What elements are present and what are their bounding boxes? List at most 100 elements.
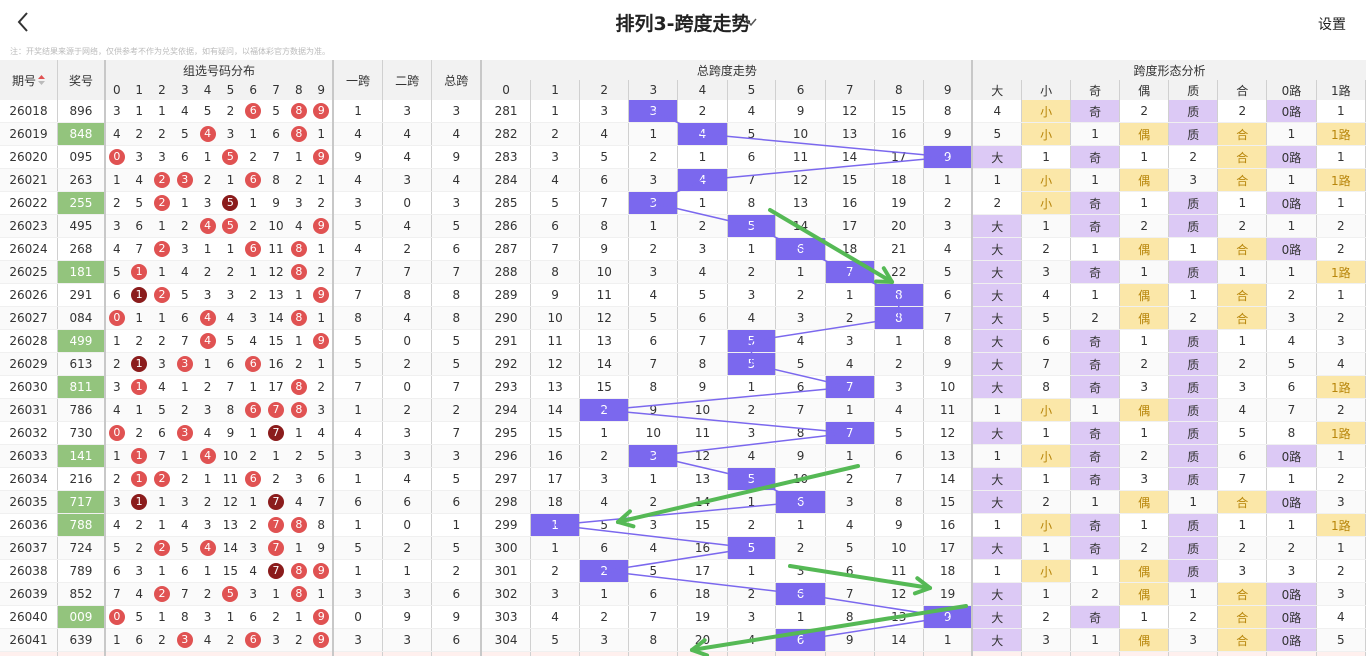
select-trend-digit[interactable]: 5 — [727, 651, 777, 656]
span2-cell: 7 — [382, 260, 433, 284]
analysis-cell: 1 — [972, 444, 1023, 468]
table-row[interactable]: 26033 141 1 1 7 1 4 10 2 1 2 5 3 3 3 296 16 2 3 12 4 9 1 6 13 1 小奇… — [0, 444, 1366, 468]
analysis-cell: 0路 — [1266, 444, 1317, 468]
dist-digit-header: 1 — [127, 80, 151, 100]
table-row[interactable]: 26024 268 4 7 2 3 1 1 6 11 8 1 4 2 6 287 7 9 2 3 1 6 18 21 4 大 2 1 偶… — [0, 237, 1366, 261]
table-row[interactable]: 26040 009 0 5 1 8 3 1 6 2 1 9 0 9 9 303 4 2 7 19 3 1 8 13 9 大 2 奇 1 2… — [0, 605, 1366, 629]
select-analysis[interactable]: 偶 — [1119, 651, 1170, 656]
prize-cell: 181 — [57, 260, 106, 284]
table-row[interactable]: 26027 084 0 1 1 6 4 4 3 14 8 1 8 4 8 290 10 12 5 6 4 3 2 8 7 大 5 2 偶… — [0, 306, 1366, 330]
select-analysis[interactable]: 0路 — [1266, 651, 1317, 656]
table-row[interactable]: 26039 852 7 4 2 7 2 5 3 1 8 1 3 3 6 302 3 1 6 18 2 6 7 12 19 大 1 2 偶… — [0, 582, 1366, 606]
trend-cell: 12 — [825, 100, 875, 123]
trend-cell: 291 — [481, 329, 532, 353]
trend-cell: 13 — [775, 191, 826, 215]
analysis-cell: 2 — [1217, 536, 1268, 560]
dist-cell: 15 — [219, 559, 242, 583]
select-dist-digit[interactable]: 5 — [219, 651, 242, 656]
dist-cell: 3 — [196, 283, 220, 307]
table-row[interactable]: 26036 788 4 2 1 4 3 13 2 7 8 8 1 0 1 299 1 5 3 15 2 1 4 9 16 1 小奇 1… — [0, 513, 1366, 537]
select-trend-digit[interactable]: 8 — [874, 651, 924, 656]
trend-digit-header: 3 — [628, 80, 679, 100]
select-trend-digit[interactable]: 1 — [530, 651, 581, 656]
select-dist-digit[interactable]: 1 — [127, 651, 151, 656]
table-row[interactable]: 26021 263 1 4 2 3 2 1 6 8 2 1 4 3 4 284 4 6 3 4 7 12 15 18 1 1 小 1 偶… — [0, 168, 1366, 192]
table-row[interactable]: 26022 255 2 5 2 1 3 5 1 9 3 2 3 0 3 285 5 7 3 1 8 13 16 19 2 2 小奇 1… — [0, 191, 1366, 215]
select-dist-digit[interactable]: 6 — [241, 651, 265, 656]
chevron-down-icon[interactable] — [744, 14, 758, 28]
dist-cell: 8 — [219, 398, 242, 422]
select-trend-digit[interactable]: 2 — [579, 651, 630, 656]
select-analysis[interactable]: 质 — [1168, 651, 1219, 656]
select-analysis[interactable]: 大 — [972, 651, 1023, 656]
table-row[interactable]: 26025 181 5 1 1 4 2 2 1 12 8 2 7 7 7 288 8 10 3 4 2 1 7 22 5 大 3 奇 1… — [0, 260, 1366, 284]
trend-cell: 6 — [628, 329, 679, 353]
dist-cell: 3 — [219, 283, 242, 307]
trend-cell: 8 — [775, 421, 826, 445]
ball-digit: 3 — [176, 172, 193, 188]
trend-cell: 3 — [825, 329, 875, 353]
select-analysis[interactable]: 奇 — [1070, 651, 1121, 656]
table-row[interactable]: 26038 789 6 3 1 6 1 15 4 7 8 9 1 1 2 301 2 2 5 17 1 3 6 11 18 1 小 1… — [0, 559, 1366, 583]
analysis-cell: 偶 — [1119, 283, 1170, 307]
header-period[interactable]: 期号 — [0, 60, 58, 100]
select-trend-digit[interactable]: 9 — [923, 651, 974, 656]
trend-pick-cell: 4 — [677, 122, 728, 146]
select-analysis[interactable]: 小 — [1021, 651, 1072, 656]
trend-cell: 5 — [874, 421, 924, 445]
table-row[interactable]: 26037 724 5 2 2 5 4 14 3 7 1 9 5 2 5 300 1 6 4 16 5 2 5 10 17 大 1 奇… — [0, 536, 1366, 560]
dist-cell: 5 — [219, 214, 242, 238]
select-label[interactable]: 选号 — [0, 651, 58, 656]
dist-cell: 9 — [219, 421, 242, 445]
trend-cell: 3 — [530, 582, 581, 606]
select-dist-digit[interactable]: 4 — [196, 651, 220, 656]
select-dist-digit[interactable]: 3 — [173, 651, 197, 656]
table-row[interactable]: 26018 896 3 1 1 4 5 2 6 5 8 9 1 3 3 281 1 3 3 2 4 9 12 15 8 4 小奇 2 质… — [0, 100, 1366, 123]
span2-cell: 4 — [382, 122, 433, 146]
select-dist-digit[interactable]: 0 — [104, 651, 128, 656]
total-cell: 5 — [431, 536, 483, 560]
analysis-cell: 3 — [1119, 375, 1170, 399]
select-analysis[interactable]: 合 — [1217, 651, 1268, 656]
table-row[interactable]: 26029 613 2 1 3 3 1 6 6 16 2 1 5 2 5 292 12 14 7 8 5 5 4 2 9 大 7 奇 2… — [0, 352, 1366, 376]
settings-button[interactable]: 设置 — [1318, 17, 1346, 33]
back-icon[interactable] — [12, 8, 36, 36]
table-row[interactable]: 26031 786 4 1 5 2 3 8 6 7 8 3 1 2 2 294 14 2 9 10 2 7 1 4 11 1 小 1 偶… — [0, 398, 1366, 422]
select-dist-digit[interactable]: 7 — [264, 651, 288, 656]
select-trend-digit[interactable]: 4 — [677, 651, 728, 656]
dist-cell: 1 — [219, 237, 242, 261]
analysis-cell: 奇 — [1070, 100, 1121, 123]
select-trend-digit[interactable]: 6 — [775, 651, 826, 656]
analysis-cell: 3 — [1217, 375, 1268, 399]
table-row[interactable]: 26028 499 1 2 2 7 4 5 4 15 1 9 5 0 5 291 11 13 6 7 5 4 3 1 8 大 6 奇 1… — [0, 329, 1366, 353]
analysis-cell: 小 — [1021, 168, 1072, 192]
select-dist-digit[interactable]: 2 — [150, 651, 174, 656]
page-title[interactable]: 排列3-跨度走势 — [615, 13, 751, 35]
select-dist-digit[interactable]: 8 — [287, 651, 311, 656]
table-row[interactable]: 26035 717 3 1 1 3 2 12 1 7 4 7 6 6 6 298 18 4 2 14 1 6 3 8 15 大 2 1… — [0, 490, 1366, 514]
analysis-cell: 0路 — [1266, 191, 1317, 215]
sort-icon[interactable] — [36, 74, 45, 88]
prize-cell: 811 — [57, 375, 106, 399]
table-row[interactable]: 26041 639 1 6 2 3 4 2 6 3 2 9 3 3 6 304 5 3 8 20 4 6 9 14 1 大 3 1 偶 3… — [0, 628, 1366, 652]
select-analysis[interactable]: 1路 — [1316, 651, 1366, 656]
ball-digit: 7 — [268, 494, 285, 510]
ball-digit: 9 — [313, 563, 330, 579]
select-trend-digit[interactable]: 7 — [825, 651, 875, 656]
select-trend-digit[interactable]: 3 — [628, 651, 679, 656]
table-row[interactable]: 26032 730 0 2 6 3 4 9 1 7 1 4 4 3 7 295 15 1 10 11 3 8 7 5 12 大 1 奇… — [0, 421, 1366, 445]
dist-cell: 2 — [219, 260, 242, 284]
dist-cell: 0 — [104, 421, 128, 445]
dist-cell: 2 — [196, 260, 220, 284]
table-row[interactable]: 26023 495 3 6 1 2 4 5 2 10 4 9 5 4 5 286 6 8 1 2 5 14 17 20 3 大 1 奇… — [0, 214, 1366, 238]
table-row[interactable]: 26019 848 4 2 2 5 4 3 1 6 8 1 4 4 4 282 2 4 1 4 5 10 13 16 9 5 小 1 偶… — [0, 122, 1366, 146]
table-row[interactable]: 26034 216 2 1 2 2 1 11 6 2 3 6 1 4 5 297 17 3 1 13 5 10 2 7 14 大 1… — [0, 467, 1366, 491]
select-trend-digit[interactable]: 0 — [481, 651, 532, 656]
table-row[interactable]: 26026 291 6 1 2 5 3 3 2 13 1 9 7 8 8 289 9 11 4 5 3 2 1 8 6 大 4 1 偶 1… — [0, 283, 1366, 307]
table-row[interactable]: 26030 811 3 1 4 1 2 7 1 17 8 2 7 0 7 293 13 15 8 9 1 6 7 3 10 大 8 奇… — [0, 375, 1366, 399]
analysis-header: 质 — [1168, 80, 1219, 100]
table-row[interactable]: 26020 095 0 3 3 6 1 5 2 7 1 9 9 4 9 283 3 5 2 1 6 11 14 17 9 大 1 奇 1… — [0, 145, 1366, 169]
select-dist-digit[interactable]: 9 — [310, 651, 335, 656]
